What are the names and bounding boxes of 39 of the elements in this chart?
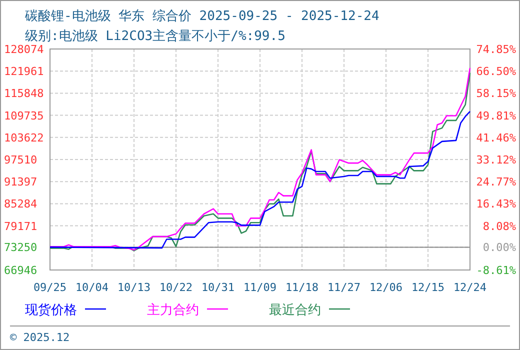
y2-tick-label: 16.43% <box>476 198 516 211</box>
x-tick-label: 10/31 <box>201 281 235 294</box>
y-tick-label: 73250 <box>4 241 38 254</box>
y-tick-label: 103622 <box>4 131 44 144</box>
legend-label: 主力合约 <box>147 302 199 318</box>
legend-label: 现货价格 <box>25 303 77 318</box>
y2-tick-label: 66.50% <box>476 65 516 78</box>
y2-tick-label: 58.15% <box>476 87 516 100</box>
y2-tick-label: 74.85% <box>476 43 516 56</box>
y2-tick-label: 33.12% <box>476 154 516 166</box>
y2-tick-label: 41.46% <box>476 131 516 144</box>
y-tick-label: 128074 <box>4 43 44 56</box>
y-tick-label: 109735 <box>4 109 44 122</box>
text: © 2025.12 <box>10 331 70 344</box>
y-tick-label: 97510 <box>4 154 38 166</box>
y2-tick-label: 8.08% <box>482 220 516 233</box>
y-tick-label: 66946 <box>4 264 38 277</box>
y-tick-label: 85284 <box>4 198 38 211</box>
y-tick-label: 91397 <box>4 176 38 189</box>
x-tick-label: 09/25 <box>33 281 67 294</box>
y2-tick-label: 49.81% <box>476 109 516 122</box>
y2-tick-label: 24.77% <box>476 176 516 189</box>
x-tick-label: 10/13 <box>117 281 151 294</box>
x-tick-label: 12/24 <box>453 281 487 294</box>
x-tick-label: 12/06 <box>369 281 403 294</box>
y2-tick-label: 0.00% <box>482 241 516 254</box>
x-tick-label: 10/22 <box>159 281 193 294</box>
y-tick-label: 79171 <box>4 220 38 233</box>
x-tick-label: 11/09 <box>243 281 277 294</box>
x-tick-label: 11/27 <box>327 281 361 294</box>
x-tick-label: 11/18 <box>285 281 319 294</box>
x-tick-label: 10/04 <box>75 281 109 294</box>
y2-tick-label: -8.61% <box>476 264 516 277</box>
legend-label: 最近合约 <box>269 303 321 318</box>
x-tick-label: 12/15 <box>411 281 445 294</box>
chart-title: 碳酸锂-电池级 华东 综合价 2025-09-25 - 2025-12-24 <box>24 9 380 24</box>
y-tick-label: 121961 <box>4 65 44 78</box>
chart-subtitle: 级别:电池级 Li2CO3主含量不小于/%:99.5 <box>25 28 286 44</box>
y-tick-label: 115848 <box>4 87 44 100</box>
